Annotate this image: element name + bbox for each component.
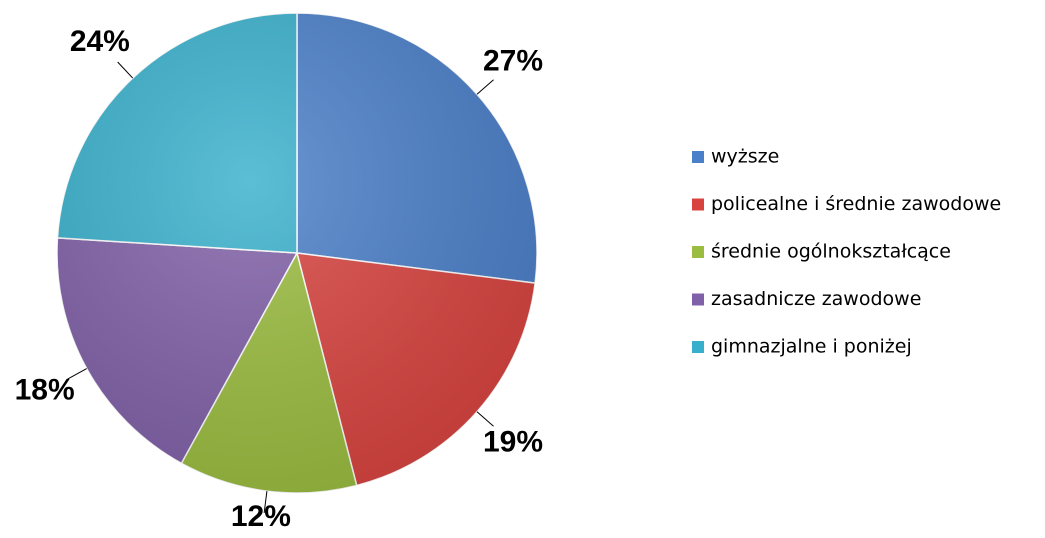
leader-line xyxy=(117,61,134,79)
legend-label: wyższe xyxy=(711,146,779,168)
data-label: 27% xyxy=(483,44,543,77)
data-label: 12% xyxy=(231,500,291,533)
legend-label: policealne i średnie zawodowe xyxy=(711,193,1001,215)
legend-label: średnie ogólnokształcące xyxy=(711,241,951,263)
leader-line xyxy=(476,79,494,95)
data-label: 19% xyxy=(483,425,543,458)
data-label: 18% xyxy=(15,374,75,407)
data-label: 24% xyxy=(70,25,130,58)
legend-label: zasadnicze zawodowe xyxy=(711,288,921,310)
leader-line xyxy=(263,491,268,513)
legend-swatch xyxy=(692,293,704,306)
legend-swatch xyxy=(692,246,704,258)
legend-swatch xyxy=(692,198,704,211)
legend-swatch xyxy=(692,151,704,163)
legend-label: gimnazjalne i poniżej xyxy=(711,336,912,358)
legend-swatch xyxy=(692,341,704,353)
leader-line xyxy=(476,411,494,427)
